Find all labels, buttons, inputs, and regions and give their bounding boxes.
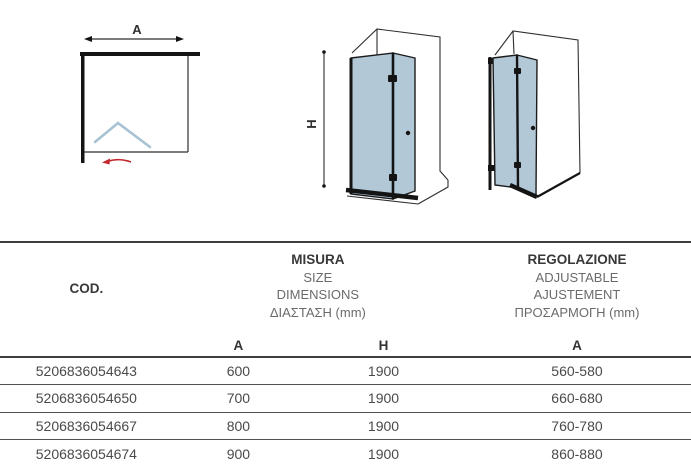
top-hinge xyxy=(514,68,521,74)
adjustable-subtitle-fr: AJUSTEMENT xyxy=(533,287,621,302)
door-panels xyxy=(350,52,416,200)
width-dimension-arrow xyxy=(84,36,184,42)
size-subtitle-gr: ΔΙΑΣΤΑΣΗ (mm) xyxy=(269,304,366,320)
top-view-diagram: A xyxy=(80,22,200,165)
size-h-cell: 1900 xyxy=(367,445,400,462)
adjustable-a-cell: 860-880 xyxy=(551,445,603,462)
cod-label: COD. xyxy=(69,281,104,296)
diagrams-section: A H xyxy=(80,22,581,205)
table-row: 5206836054667 800 1900 760-780 xyxy=(0,412,691,440)
height-dimension-label: H xyxy=(306,119,319,128)
adjustable-subtitle-gr: ΠΡΟΣΑΡΜΟΓΗ (mm) xyxy=(514,304,640,320)
height-dimension-line xyxy=(322,50,326,188)
size-h-cell: 1900 xyxy=(367,417,400,434)
floor-edge xyxy=(536,172,581,198)
adjustable-subtitle-en: ADJUSTABLE xyxy=(535,269,619,285)
adjustable-a-cell: 560-580 xyxy=(551,363,603,379)
size-group-header: MISURA SIZE DIMENSIONS ΔΙΑΣΤΑΣΗ (mm) xyxy=(173,242,463,335)
enclosure-outline xyxy=(84,56,189,153)
empty-subheader xyxy=(0,335,173,357)
cod-column-header: COD. xyxy=(0,242,173,335)
subheader-row: A H A xyxy=(0,335,691,357)
shower-tray-edge xyxy=(345,187,419,201)
swing-direction-arrow xyxy=(102,158,132,165)
wall-left-bar xyxy=(81,52,85,163)
fold-stile xyxy=(515,54,520,189)
table-row: 5206836054643 600 1900 560-580 xyxy=(0,357,691,385)
wall-bracket-top xyxy=(488,58,496,64)
folded-panels xyxy=(492,54,538,197)
width-dimension-label: A xyxy=(132,22,142,37)
folding-door-plan-glyph xyxy=(93,121,152,149)
adjustable-a-cell: 760-780 xyxy=(551,417,603,434)
group-header-row: COD. MISURA SIZE DIMENSIONS ΔΙΑΣΤΑΣΗ (mm… xyxy=(0,242,691,335)
cod-cell: 5206836054650 xyxy=(35,390,137,407)
door-knob xyxy=(530,125,536,131)
size-a-cell: 700 xyxy=(226,390,251,407)
open-door-diagram xyxy=(488,30,581,200)
closed-door-diagram: H xyxy=(306,28,449,205)
adjustable-group-header: REGOLAZIONE ADJUSTABLE AJUSTEMENT ΠΡΟΣΑΡ… xyxy=(463,242,691,335)
subheader-height: H xyxy=(378,338,389,353)
spec-table: COD. MISURA SIZE DIMENSIONS ΔΙΑΣΤΑΣΗ (mm… xyxy=(0,241,691,467)
spec-table-header: COD. MISURA SIZE DIMENSIONS ΔΙΑΣΤΑΣΗ (mm… xyxy=(0,242,691,357)
size-title: MISURA xyxy=(291,252,345,267)
size-h-cell: 1900 xyxy=(367,363,400,379)
door-knob xyxy=(405,130,411,136)
room-outline xyxy=(346,28,449,205)
floor-edge-thick xyxy=(509,182,538,200)
spec-table-body: 5206836054643 600 1900 560-580 520683605… xyxy=(0,357,691,467)
cod-cell: 5206836054643 xyxy=(35,363,137,379)
size-a-cell: 600 xyxy=(226,363,251,379)
adjustable-a-cell: 660-680 xyxy=(551,390,603,407)
wall-top-bar xyxy=(80,52,200,56)
adjustable-title: REGOLAZIONE xyxy=(527,252,627,267)
size-a-cell: 900 xyxy=(226,445,251,462)
subheader-width: A xyxy=(233,338,244,353)
size-subtitle-fr: DIMENSIONS xyxy=(276,287,360,302)
cod-cell: 5206836054674 xyxy=(35,445,137,462)
cod-cell: 5206836054667 xyxy=(35,417,137,434)
subheader-adjustable-width: A xyxy=(572,338,582,353)
table-row: 5206836054650 700 1900 660-680 xyxy=(0,385,691,412)
bottom-hinge xyxy=(514,162,521,168)
size-a-cell: 800 xyxy=(226,417,251,434)
table-row: 5206836054674 900 1900 860-880 xyxy=(0,440,691,468)
bottom-hinge xyxy=(389,174,397,181)
size-subtitle-en: SIZE xyxy=(303,269,333,285)
size-h-cell: 1900 xyxy=(367,390,400,407)
top-hinge xyxy=(388,75,397,82)
wall-bracket-bottom xyxy=(488,165,496,171)
room-outline xyxy=(494,30,581,174)
